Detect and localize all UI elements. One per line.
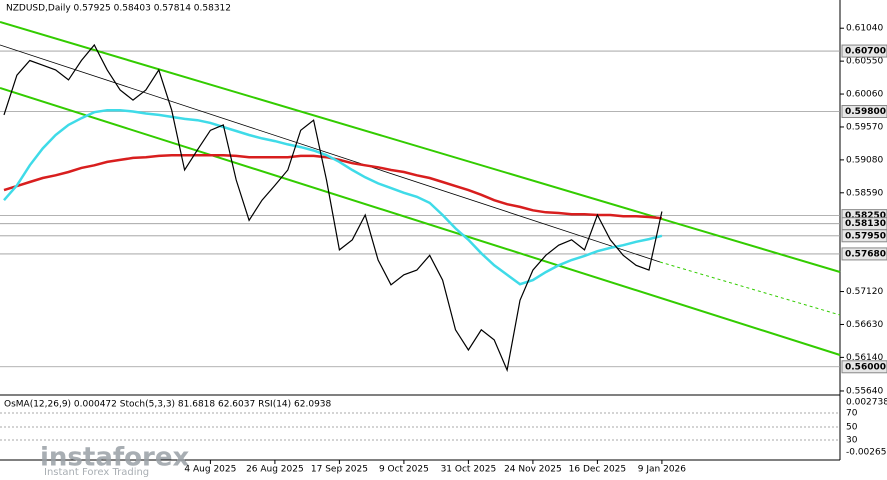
y-tick-label: 0.58590: [846, 188, 883, 198]
channel-line: [0, 87, 841, 356]
y-tick-label: 0.61040: [846, 24, 883, 34]
y-tick-label: 0.59080: [846, 155, 883, 165]
x-tick-label: 24 Nov 2025: [504, 465, 562, 475]
level-box: [841, 229, 887, 243]
watermark-tagline: Instant Forex Trading: [44, 467, 149, 478]
level-label: 0.58130: [845, 219, 886, 229]
series-line: [3, 108, 663, 286]
level-label: 0.60700: [845, 47, 886, 57]
y-tick-label: 0.57120: [846, 287, 883, 297]
indicator-tick-label: 0.002738: [846, 398, 887, 408]
y-tick-label: 0.56630: [846, 320, 883, 330]
x-tick-label: 4 Aug 2025: [184, 465, 236, 475]
indicator-tick-label: 50: [846, 423, 858, 433]
y-tick-label: 0.60550: [846, 57, 883, 67]
series-line: [3, 43, 663, 373]
level-label: 0.57680: [845, 249, 886, 259]
x-tick-label: 26 Aug 2025: [246, 465, 304, 475]
channel-line: [0, 21, 841, 273]
y-tick-label: 0.59570: [846, 122, 883, 132]
y-tick-label: 0.60060: [846, 90, 883, 100]
x-tick-label: 31 Oct 2025: [441, 465, 497, 475]
level-box: [841, 360, 887, 374]
indicator-tick-label: 70: [846, 409, 858, 419]
x-tick-label: 9 Oct 2025: [379, 465, 429, 475]
trend-line: [0, 44, 661, 263]
y-tick-label: 0.55640: [846, 386, 883, 396]
level-box: [841, 44, 887, 58]
chart-title: NZDUSD,Daily 0.57925 0.58403 0.57814 0.5…: [6, 4, 231, 14]
indicator-tick-label: 30: [846, 436, 858, 446]
x-tick-label: 17 Sep 2025: [311, 465, 368, 475]
level-label: 0.56000: [845, 362, 886, 372]
level-label: 0.57950: [845, 231, 886, 241]
projection-line: [659, 261, 841, 316]
x-tick-label: 16 Dec 2025: [569, 465, 627, 475]
indicator-tick-label: -0.002659: [846, 448, 887, 458]
level-box: [841, 247, 887, 261]
level-label: 0.59800: [845, 107, 886, 117]
watermark-brand: instaforex: [40, 443, 190, 473]
x-tick-label: 9 Jan 2026: [638, 465, 686, 475]
level-box: [841, 105, 887, 119]
level-label: 0.58250: [845, 211, 886, 221]
indicator-label: OsMA(12,26,9) 0.000472 Stoch(5,3,3) 81.6…: [4, 400, 332, 410]
y-tick-label: 0.56140: [846, 353, 883, 363]
